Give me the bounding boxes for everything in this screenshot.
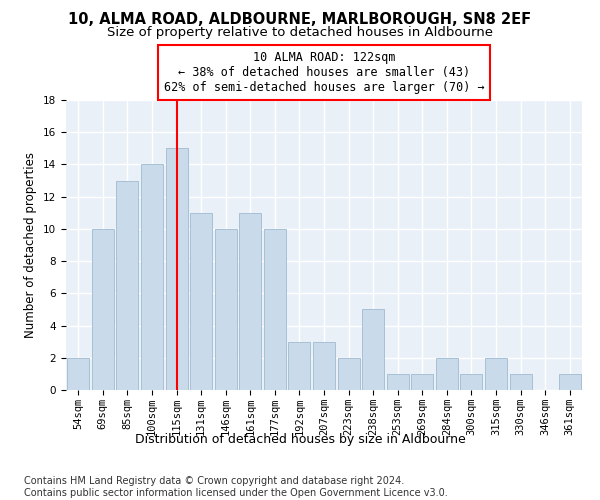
Text: Contains HM Land Registry data © Crown copyright and database right 2024.
Contai: Contains HM Land Registry data © Crown c… — [24, 476, 448, 498]
Bar — [509, 374, 532, 390]
Text: 10 ALMA ROAD: 122sqm
← 38% of detached houses are smaller (43)
62% of semi-detac: 10 ALMA ROAD: 122sqm ← 38% of detached h… — [164, 51, 484, 94]
Bar — [67, 358, 89, 390]
Bar — [116, 180, 139, 390]
Bar — [190, 213, 212, 390]
Bar — [141, 164, 163, 390]
Bar — [411, 374, 433, 390]
Bar — [92, 229, 114, 390]
Bar — [460, 374, 482, 390]
Bar — [559, 374, 581, 390]
Bar — [485, 358, 507, 390]
Bar — [313, 342, 335, 390]
Bar — [215, 229, 237, 390]
Text: Size of property relative to detached houses in Aldbourne: Size of property relative to detached ho… — [107, 26, 493, 39]
Bar — [166, 148, 188, 390]
Text: 10, ALMA ROAD, ALDBOURNE, MARLBOROUGH, SN8 2EF: 10, ALMA ROAD, ALDBOURNE, MARLBOROUGH, S… — [68, 12, 532, 28]
Y-axis label: Number of detached properties: Number of detached properties — [25, 152, 37, 338]
Bar — [289, 342, 310, 390]
Bar — [362, 310, 384, 390]
Bar — [436, 358, 458, 390]
Bar — [386, 374, 409, 390]
Bar — [264, 229, 286, 390]
Bar — [338, 358, 359, 390]
Text: Distribution of detached houses by size in Aldbourne: Distribution of detached houses by size … — [134, 432, 466, 446]
Bar — [239, 213, 262, 390]
